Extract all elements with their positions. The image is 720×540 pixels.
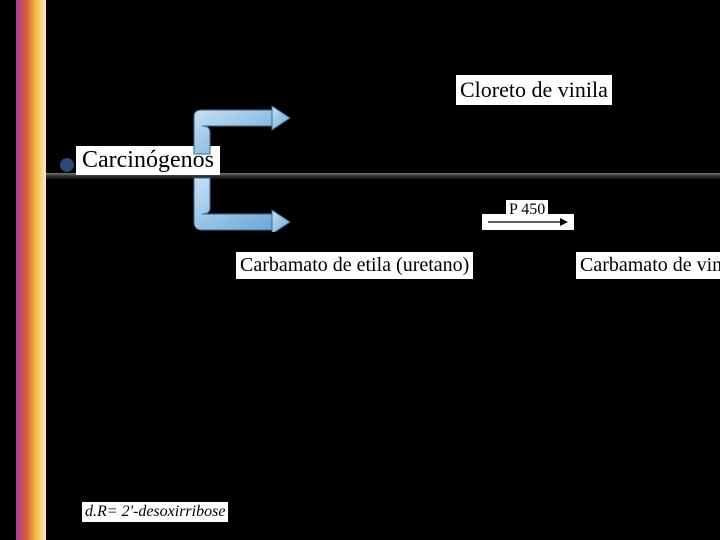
label-carbamato-vinila: Carbamato de vinila xyxy=(576,252,720,279)
slide-canvas: Carcinógenos Cloreto de vinila P 450 Car… xyxy=(0,0,720,540)
reaction-arrow-icon xyxy=(482,214,574,230)
curved-arrow-down-icon xyxy=(192,176,292,232)
label-carbamato-etila: Carbamato de etila (uretano) xyxy=(236,252,473,279)
title-bullet xyxy=(60,158,74,172)
left-gradient-stripe xyxy=(0,0,46,540)
footnote-desoxirribose: d.R= 2'-desoxirribose xyxy=(82,502,228,522)
label-cloreto-de-vinila: Cloreto de vinila xyxy=(456,75,612,105)
curved-arrow-up-icon xyxy=(192,100,292,156)
